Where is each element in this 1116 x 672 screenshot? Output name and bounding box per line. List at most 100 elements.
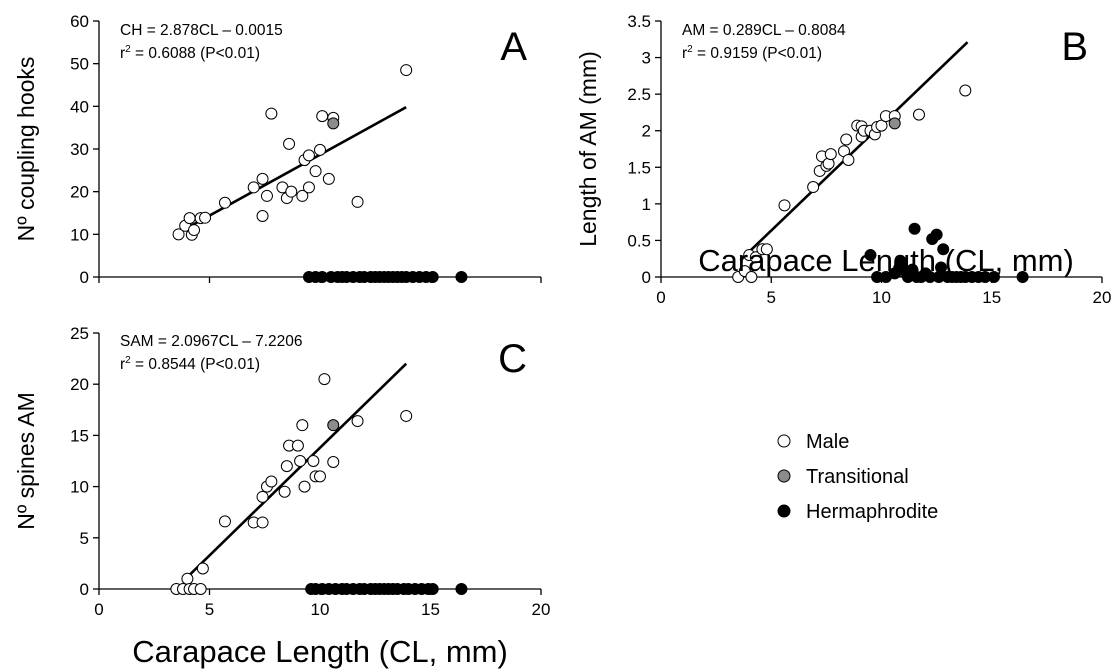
point-male-b: [749, 251, 762, 264]
y-tick-label-b: 3.5: [627, 12, 651, 31]
point-male-c: [314, 470, 326, 483]
y-tick-label-a: 40: [70, 97, 89, 116]
point-male-b: [824, 148, 837, 161]
regression-line-a: [175, 106, 407, 236]
y-axis-label-a: Nº coupling hooks: [13, 57, 39, 242]
y-tick-label-c: 25: [70, 324, 89, 343]
legend-label-transitional: Transitional: [806, 466, 909, 488]
legend-marker-transitional: [777, 469, 791, 483]
point-male-c: [318, 373, 331, 386]
point-male-b: [778, 199, 791, 212]
point-male-b: [760, 243, 773, 256]
point-transitional-c: [327, 419, 340, 432]
point-male-a: [285, 185, 298, 198]
panel-b: 0 0.5 1 1.5 2 2.5 3 3.5 0 5 10 15 20 Length of AM (mm…: [575, 12, 1111, 307]
y-tick-label-a: 50: [70, 55, 89, 74]
point-male-c: [218, 515, 231, 528]
point-hermaphrodite-b: [935, 261, 948, 274]
regression-line-c: [184, 362, 408, 581]
point-male-c: [256, 516, 269, 529]
legend-label-hermaphrodite: Hermaphrodite: [806, 501, 938, 523]
y-tick-label-b: 1: [642, 195, 651, 214]
point-male-a: [188, 224, 201, 237]
r-squared-c: r2 = 0.8544 (P<0.01): [120, 355, 260, 373]
point-male-a: [322, 172, 335, 185]
panel-letter-c: C: [498, 337, 527, 381]
panel-letter-b: B: [1061, 25, 1088, 69]
r-squared-a: r2 = 0.6088 (P<0.01): [120, 44, 260, 62]
point-male-c: [327, 456, 340, 469]
point-male-b: [840, 133, 853, 146]
legend: Male Transitional Hermaphrodite: [777, 431, 938, 523]
y-tick-label-c: 15: [70, 426, 89, 445]
point-male-a: [218, 196, 231, 209]
point-male-a: [183, 212, 196, 225]
point-transitional-b: [888, 117, 901, 130]
x-tick-label-b: 20: [1093, 288, 1112, 307]
point-male-c: [256, 490, 269, 503]
y-tick-label-a: 0: [80, 268, 89, 287]
point-male-a: [256, 209, 269, 222]
y-tick-label-c: 10: [70, 478, 89, 497]
y-tick-label-b: 3: [642, 49, 651, 68]
equation-a: CH = 2.878CL – 0.0015: [120, 22, 283, 39]
point-male-a: [302, 181, 315, 194]
y-axis-label-c: Nº spines AM: [13, 392, 39, 530]
y-axis-label-b: Length of AM (mm): [575, 51, 601, 247]
x-axis-label-bottom: Carapace Length (CL, mm): [132, 634, 508, 669]
point-male-c: [196, 562, 209, 575]
point-male-c: [278, 485, 291, 498]
point-male-c: [291, 439, 304, 452]
legend-marker-hermaphrodite: [777, 504, 791, 518]
point-male-c: [181, 572, 194, 585]
x-tick-label-c: 0: [94, 600, 103, 619]
x-axis-label-right: Carapace Length (CL, mm): [698, 243, 1074, 278]
point-male-a: [260, 189, 273, 202]
point-male-c: [298, 480, 311, 493]
legend-label-male: Male: [806, 431, 849, 453]
r-squared-b: r2 = 0.9159 (P<0.01): [682, 44, 822, 62]
x-tick-label-c: 10: [311, 600, 330, 619]
point-male-b: [807, 181, 820, 194]
y-tick-label-b: 2.5: [627, 85, 651, 104]
point-male-c: [351, 415, 364, 428]
point-male-b: [959, 84, 972, 97]
point-male-a: [302, 149, 315, 162]
point-male-a: [247, 181, 260, 194]
point-male-a: [309, 165, 322, 178]
point-hermaphrodite-a: [455, 271, 468, 283]
point-male-a: [199, 211, 212, 224]
point-hermaphrodite-b: [908, 222, 921, 235]
point-male-a: [256, 172, 269, 185]
point-male-a: [314, 143, 326, 156]
point-male-a: [351, 195, 364, 208]
point-hermaphrodite-b: [1016, 271, 1029, 283]
point-male-c: [265, 475, 278, 488]
point-male-b: [745, 271, 758, 283]
point-male-a: [400, 64, 413, 77]
panel-letter-a: A: [500, 25, 527, 69]
point-male-c: [294, 455, 307, 467]
x-tick-label-c: 5: [205, 600, 214, 619]
point-male-a: [296, 189, 309, 202]
y-tick-label-a: 10: [70, 225, 89, 244]
x-tick-label-c: 15: [421, 600, 440, 619]
y-tick-label-c: 5: [80, 529, 89, 548]
point-male-a: [265, 107, 278, 120]
x-tick-label-b: 15: [982, 288, 1001, 307]
panel-c: 0 5 10 15 20 25 0 5 10 15 20 Nº spines AM SAM = 2.09…: [13, 324, 550, 619]
x-tick-label-b: 0: [656, 288, 665, 307]
point-hermaphrodite-b: [987, 271, 1000, 283]
point-male-c: [194, 583, 207, 595]
y-tick-label-b: 1.5: [627, 158, 651, 177]
point-hermaphrodite-c: [455, 583, 468, 595]
y-tick-label-a: 60: [70, 12, 89, 31]
y-tick-label-b: 0: [642, 268, 651, 287]
point-hermaphrodite-a: [426, 271, 439, 283]
y-tick-label-a: 30: [70, 140, 89, 159]
x-tick-label-b: 5: [767, 288, 776, 307]
point-male-b: [842, 153, 855, 166]
point-male-c: [400, 409, 413, 422]
point-male-c: [280, 460, 293, 473]
